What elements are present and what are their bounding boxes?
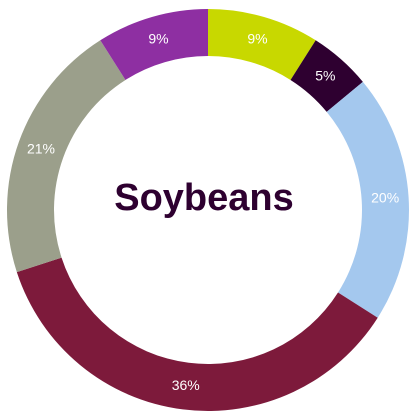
value-label: 36%	[172, 377, 200, 393]
slice	[208, 9, 316, 80]
slice	[290, 40, 363, 112]
chart-title: Soybeans	[114, 177, 294, 219]
slice	[6, 40, 126, 273]
value-label: 5%	[315, 68, 335, 84]
slice	[16, 257, 378, 411]
value-label: 20%	[371, 190, 399, 206]
slice	[326, 81, 409, 318]
slices: 9% 5% 20% 36% 21% 9%	[6, 9, 409, 411]
value-label: 9%	[247, 30, 267, 46]
slice	[100, 9, 208, 80]
value-label: 9%	[148, 30, 168, 46]
value-label: 21%	[27, 141, 55, 157]
